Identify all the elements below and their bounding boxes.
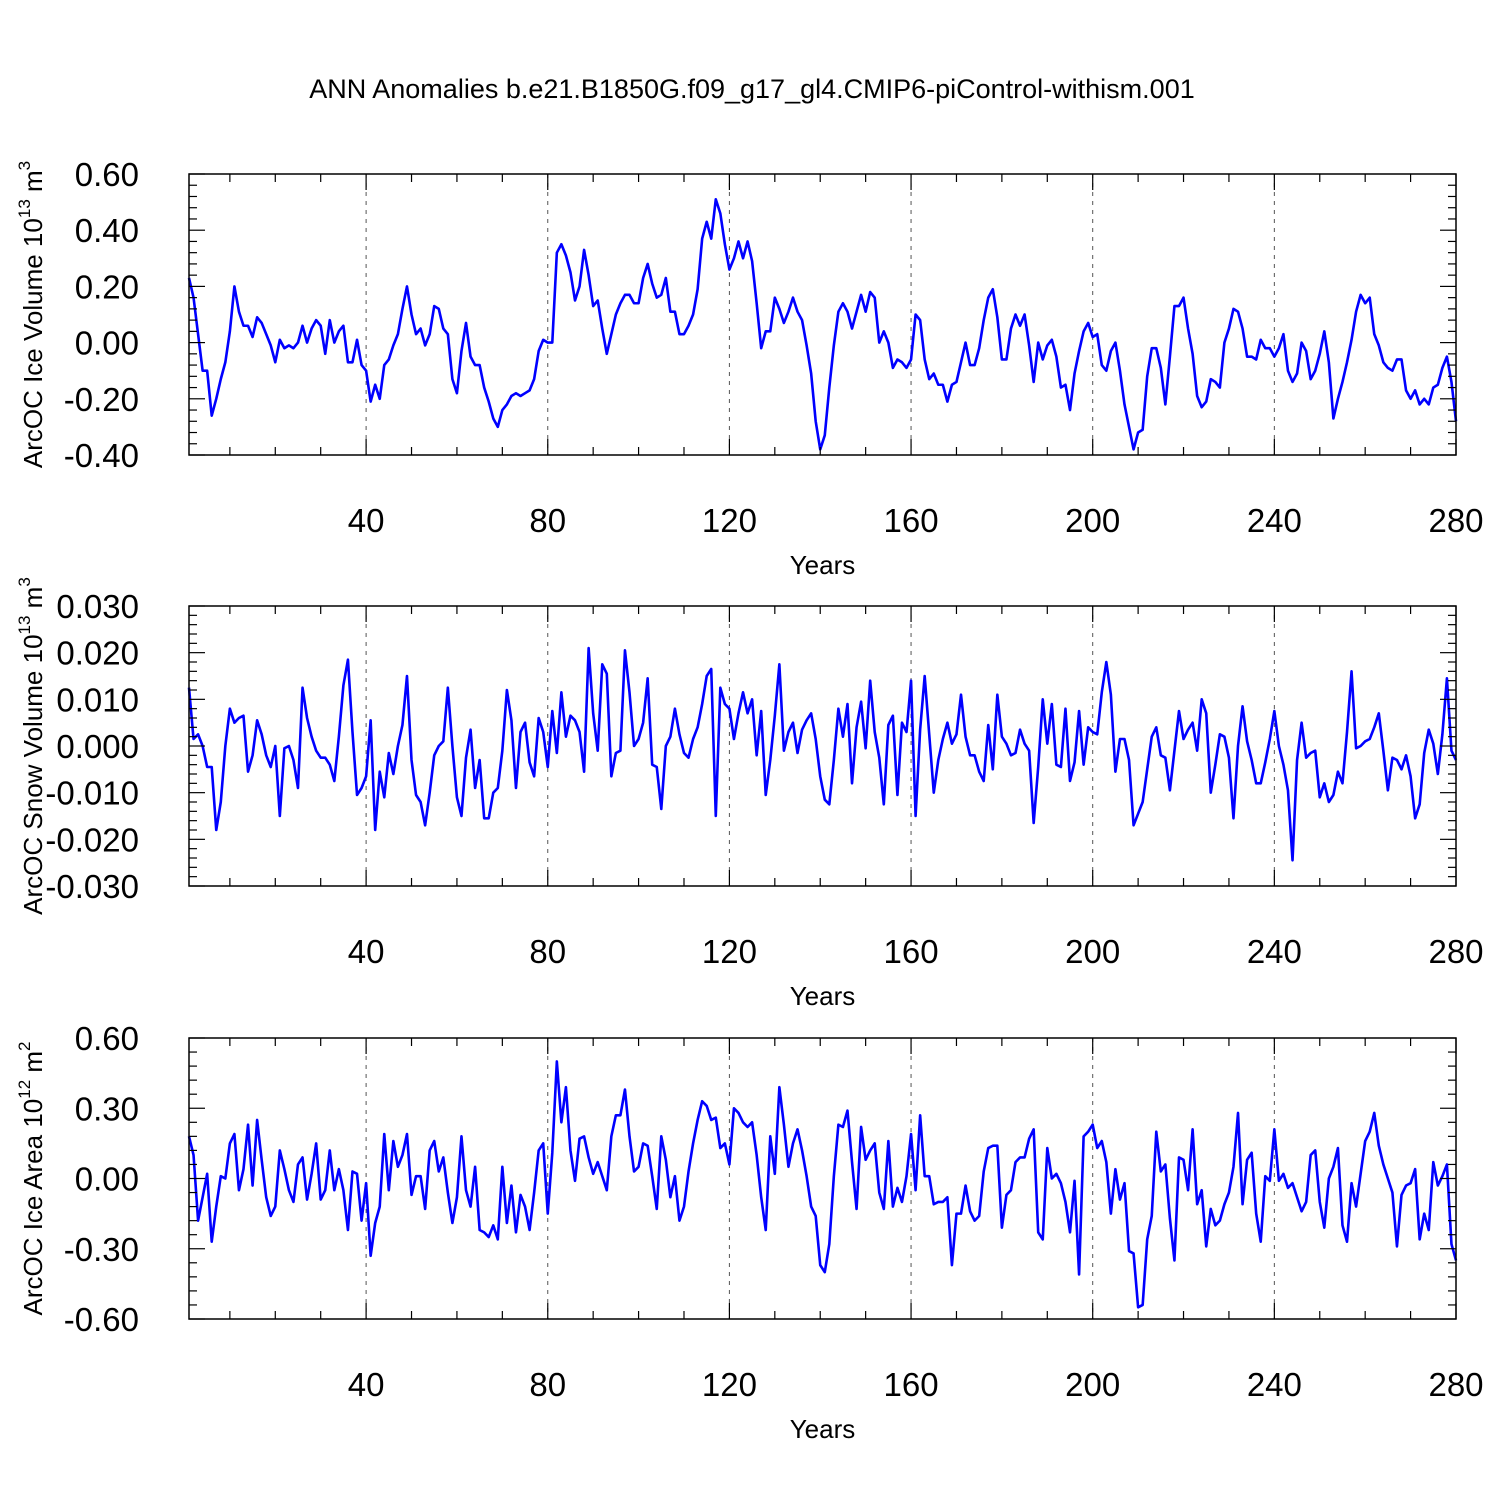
x-axis-label: Years bbox=[790, 1414, 856, 1444]
y-axis-label-unit-exp: 3 bbox=[15, 577, 34, 586]
x-tick-label: 120 bbox=[702, 933, 757, 970]
y-axis-label-unit-exp: 3 bbox=[15, 161, 34, 170]
x-tick-label: 80 bbox=[529, 1366, 566, 1403]
figure-title: ANN Anomalies b.e21.B1850G.f09_g17_gl4.C… bbox=[309, 74, 1194, 104]
y-tick-label: 0.030 bbox=[56, 588, 139, 625]
data-line bbox=[187, 646, 1458, 862]
y-axis-label-unit: m bbox=[18, 170, 48, 199]
x-tick-label: 240 bbox=[1247, 1366, 1302, 1403]
y-tick-label: 0.60 bbox=[75, 1020, 139, 1057]
plot-frame bbox=[188, 605, 1457, 887]
x-tick-label: 240 bbox=[1247, 933, 1302, 970]
y-tick-label: 0.020 bbox=[56, 635, 139, 672]
y-tick-label: -0.010 bbox=[45, 775, 139, 812]
x-axis-label: Years bbox=[790, 981, 856, 1011]
x-axis-label: Years bbox=[790, 550, 856, 580]
y-axis-label: ArcOC Ice Area 1012 m2 bbox=[15, 1041, 48, 1315]
panel: 40 80 120 160 200 240 280 -0.60 -0.30 0.00 0.30 0.6… bbox=[15, 1020, 1484, 1444]
y-tick-label: -0.030 bbox=[45, 868, 139, 905]
plot-frame bbox=[188, 173, 1457, 456]
x-tick-label: 280 bbox=[1428, 1366, 1483, 1403]
y-tick-label: 0.60 bbox=[75, 156, 139, 193]
x-tick-label: 40 bbox=[348, 1366, 385, 1403]
y-tick-label: -0.40 bbox=[64, 437, 139, 474]
y-tick-label: 0.010 bbox=[56, 681, 139, 718]
y-axis-label-exp: 13 bbox=[15, 616, 34, 635]
y-axis-label-exp: 12 bbox=[15, 1080, 34, 1099]
y-axis-label-text: ArcOC Snow Volume 10 bbox=[18, 634, 48, 914]
x-tick-label: 200 bbox=[1065, 933, 1120, 970]
panel: 40 80 120 160 200 240 280 -0.030 -0.020 -0.010 0.0… bbox=[15, 577, 1484, 1011]
x-tick-label: 160 bbox=[884, 933, 939, 970]
y-axis-label-unit-exp: 2 bbox=[15, 1041, 34, 1050]
y-tick-label: 0.00 bbox=[75, 325, 139, 362]
data-line bbox=[187, 1060, 1458, 1309]
y-tick-label: 0.000 bbox=[56, 728, 139, 765]
x-tick-label: 40 bbox=[348, 933, 385, 970]
x-tick-label: 160 bbox=[884, 502, 939, 539]
y-tick-label: 0.00 bbox=[75, 1161, 139, 1198]
x-tick-label: 160 bbox=[884, 1366, 939, 1403]
y-tick-label: -0.30 bbox=[64, 1231, 139, 1268]
x-tick-label: 120 bbox=[702, 1366, 757, 1403]
y-tick-label: 0.30 bbox=[75, 1090, 139, 1127]
y-axis-label: ArcOC Snow Volume 1013 m3 bbox=[15, 577, 48, 915]
y-axis-label-unit: m bbox=[18, 587, 48, 616]
x-tick-label: 240 bbox=[1247, 502, 1302, 539]
y-axis-label-exp: 13 bbox=[15, 199, 34, 218]
x-tick-label: 280 bbox=[1428, 502, 1483, 539]
y-axis-label: ArcOC Ice Volume 1013 m3 bbox=[15, 161, 48, 468]
y-tick-label: 0.40 bbox=[75, 212, 139, 249]
y-tick-label: 0.20 bbox=[75, 268, 139, 305]
y-tick-label: -0.20 bbox=[64, 381, 139, 418]
y-tick-label: -0.60 bbox=[64, 1301, 139, 1338]
x-tick-label: 280 bbox=[1428, 933, 1483, 970]
y-axis-label-text: ArcOC Ice Volume 10 bbox=[18, 218, 48, 468]
x-tick-label: 200 bbox=[1065, 1366, 1120, 1403]
x-tick-label: 120 bbox=[702, 502, 757, 539]
y-axis-label-text: ArcOC Ice Area 10 bbox=[18, 1099, 48, 1316]
x-tick-label: 200 bbox=[1065, 502, 1120, 539]
panel: 40 80 120 160 200 240 280 -0.40 -0.20 0.00 0.20 0.4… bbox=[15, 156, 1484, 580]
x-tick-label: 40 bbox=[348, 502, 385, 539]
x-tick-label: 80 bbox=[529, 502, 566, 539]
x-tick-label: 80 bbox=[529, 933, 566, 970]
y-tick-label: -0.020 bbox=[45, 821, 139, 858]
y-axis-label-unit: m bbox=[18, 1051, 48, 1080]
data-line bbox=[187, 197, 1458, 451]
